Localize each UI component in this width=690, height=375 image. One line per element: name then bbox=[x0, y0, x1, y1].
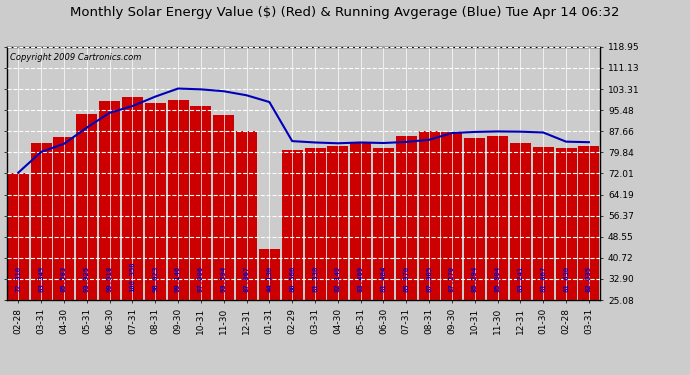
Bar bbox=[327, 146, 348, 300]
Bar bbox=[190, 106, 211, 300]
Text: 85.294: 85.294 bbox=[472, 266, 477, 292]
Bar bbox=[578, 146, 600, 300]
Text: 87.270: 87.270 bbox=[449, 266, 455, 292]
Bar bbox=[122, 97, 143, 300]
Bar bbox=[350, 142, 371, 300]
Bar bbox=[77, 114, 97, 300]
Bar bbox=[373, 148, 394, 300]
Bar bbox=[213, 115, 234, 300]
Text: 87.905: 87.905 bbox=[426, 266, 432, 292]
Text: 93.925: 93.925 bbox=[83, 266, 90, 292]
Bar bbox=[8, 172, 29, 300]
Bar bbox=[555, 147, 577, 300]
Text: 99.146: 99.146 bbox=[175, 266, 181, 292]
Bar bbox=[259, 249, 280, 300]
Text: 81.484: 81.484 bbox=[380, 266, 386, 292]
Bar bbox=[396, 136, 417, 300]
Text: Copyright 2009 Cartronics.com: Copyright 2009 Cartronics.com bbox=[10, 53, 141, 62]
Text: 85.804: 85.804 bbox=[495, 266, 501, 292]
Bar bbox=[282, 150, 303, 300]
Text: 82.035: 82.035 bbox=[586, 266, 592, 292]
Text: 81.630: 81.630 bbox=[563, 266, 569, 292]
Text: 82.149: 82.149 bbox=[335, 266, 341, 292]
Bar bbox=[236, 131, 257, 300]
Text: 81.867: 81.867 bbox=[540, 266, 546, 292]
Bar bbox=[99, 100, 120, 300]
Text: 72.310: 72.310 bbox=[15, 266, 21, 292]
Bar bbox=[510, 143, 531, 300]
Bar bbox=[168, 100, 188, 300]
Text: 81.338: 81.338 bbox=[312, 266, 318, 292]
Text: 85.583: 85.583 bbox=[61, 266, 67, 292]
Bar bbox=[487, 136, 508, 300]
Text: 85.970: 85.970 bbox=[403, 266, 409, 292]
Bar bbox=[30, 143, 52, 300]
Text: 100.350: 100.350 bbox=[130, 261, 135, 292]
Bar bbox=[419, 130, 440, 300]
Text: 80.566: 80.566 bbox=[289, 266, 295, 292]
Bar bbox=[464, 138, 485, 300]
Text: 83.469: 83.469 bbox=[357, 266, 364, 292]
Bar bbox=[442, 132, 462, 300]
Text: 87.867: 87.867 bbox=[244, 266, 250, 292]
Text: 98.023: 98.023 bbox=[152, 266, 158, 292]
Text: 93.594: 93.594 bbox=[221, 266, 227, 292]
Text: 97.006: 97.006 bbox=[198, 266, 204, 292]
Text: 83.241: 83.241 bbox=[518, 266, 524, 292]
Bar bbox=[53, 137, 75, 300]
Text: 99.018: 99.018 bbox=[106, 266, 112, 292]
Bar bbox=[304, 148, 326, 300]
Text: Monthly Solar Energy Value ($) (Red) & Running Avgerage (Blue) Tue Apr 14 06:32: Monthly Solar Energy Value ($) (Red) & R… bbox=[70, 6, 620, 19]
Bar bbox=[145, 103, 166, 300]
Text: 83.349: 83.349 bbox=[38, 266, 44, 292]
Bar bbox=[533, 147, 554, 300]
Text: 44.130: 44.130 bbox=[266, 266, 273, 292]
